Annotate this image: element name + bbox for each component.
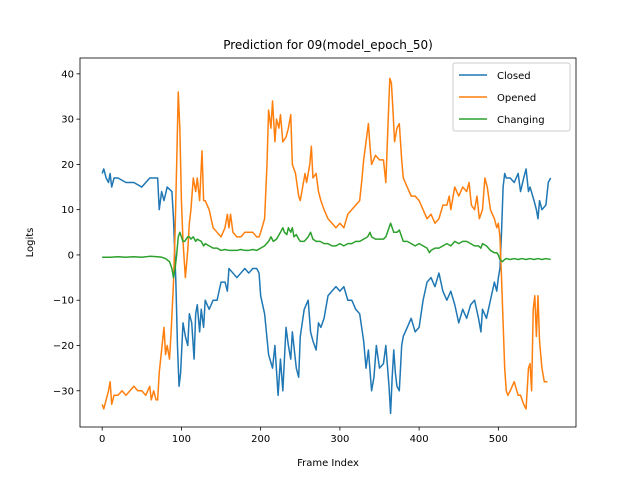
- x-axis-label: Frame Index: [297, 458, 359, 469]
- y-tick-label: −30: [53, 386, 74, 397]
- x-tick-label: 100: [172, 434, 191, 445]
- x-axis-ticks: 0 100 200 300 400 500: [99, 427, 508, 445]
- x-tick-label: 400: [410, 434, 429, 445]
- series-line-closed: [101, 168, 552, 415]
- legend-label-changing: Changing: [497, 115, 545, 126]
- plot-area: 0 100 200 300 400 500 −30 −20 −10 0 10 20 30 40: [53, 57, 577, 445]
- y-tick-label: −20: [53, 341, 74, 352]
- y-tick-label: 40: [61, 69, 74, 80]
- legend-box: [452, 62, 571, 132]
- x-tick-label: 500: [489, 434, 508, 445]
- y-tick-label: 10: [61, 205, 74, 216]
- x-tick-label: 200: [251, 434, 270, 445]
- series-line-changing: [102, 222, 551, 279]
- y-tick-label: −10: [53, 296, 74, 307]
- series-layer: [101, 77, 552, 415]
- y-axis-ticks: −30 −20 −10 0 10 20 30 40: [53, 69, 80, 397]
- y-axis-label: Logits: [25, 228, 36, 258]
- y-tick-label: 30: [61, 115, 74, 126]
- y-tick-label: 0: [68, 250, 74, 261]
- chart-title: Prediction for 09(model_epoch_50): [223, 38, 433, 52]
- x-tick-label: 0: [99, 434, 105, 445]
- legend: Closed Opened Changing: [452, 62, 571, 132]
- axes-frame: [79, 57, 577, 428]
- y-tick-label: 20: [61, 160, 74, 171]
- legend-label-opened: Opened: [497, 93, 536, 104]
- series-line-opened: [101, 77, 548, 410]
- x-tick-label: 300: [330, 434, 349, 445]
- legend-label-closed: Closed: [497, 71, 531, 82]
